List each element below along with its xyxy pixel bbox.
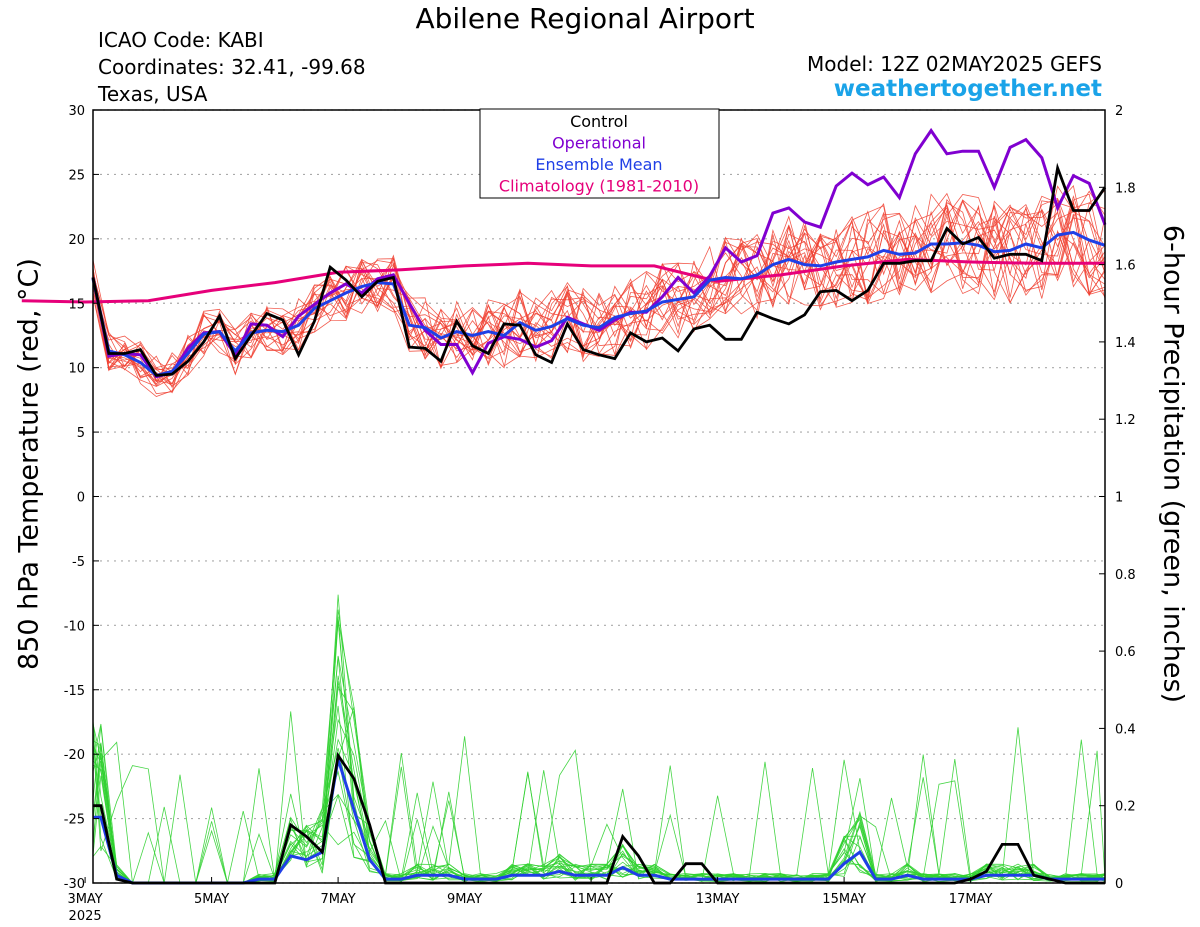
ensemble-member-precip-line	[92, 656, 1106, 884]
right-tick-label: 0.2	[1115, 800, 1136, 815]
left-tick-label: 10	[68, 362, 85, 377]
x-tick-label: 17MAY	[949, 892, 993, 907]
legend-item: Ensemble Mean	[535, 155, 662, 174]
right-tick-label: 0	[1115, 877, 1123, 892]
ensemble-member-precip-line	[92, 705, 1106, 884]
right-tick-label: 1.4	[1115, 336, 1136, 351]
x-tick-label: 15MAY	[822, 892, 866, 907]
right-tick-label: 2	[1115, 104, 1123, 119]
left-tick-label: 0	[77, 491, 85, 506]
legend: Control Operational Ensemble Mean Climatolo…	[479, 108, 720, 199]
right-tick-label: 0.6	[1115, 645, 1136, 660]
ensemble-member-precip-line	[92, 655, 1106, 884]
ensemble-member-precip-line	[92, 620, 1106, 884]
left-tick-label: 30	[68, 104, 85, 119]
right-tick-label: 0.4	[1115, 722, 1136, 737]
x-tick-label: 5MAY	[194, 892, 229, 907]
mean-temp-line	[91, 230, 1106, 378]
left-tick-label: 20	[68, 233, 85, 248]
left-tick-label: 15	[68, 297, 85, 312]
ensemble-member-precip-line	[92, 616, 1106, 884]
left-tick-label: 5	[77, 426, 85, 441]
x-tick-label: 9MAY	[447, 892, 482, 907]
ensemble-member-temp-line	[92, 185, 1106, 397]
icao-code: ICAO Code: KABI	[98, 28, 264, 52]
mean-precip-line	[93, 758, 1105, 885]
left-tick-label: -25	[64, 813, 85, 828]
gridlines	[93, 109, 1105, 884]
ensemble-member-precip-line	[92, 685, 1106, 884]
left-tick-label: -30	[64, 877, 85, 892]
x-tick-year-label: 2025	[69, 909, 102, 924]
left-tick-label: -15	[64, 684, 85, 699]
left-tick-label: -10	[64, 619, 85, 634]
x-tick-label: 13MAY	[696, 892, 740, 907]
main-series	[21, 127, 1107, 885]
ensemble-member-precip-line	[92, 739, 1106, 884]
axis-ticks: 302520151050-5-10-15-20-25-3021.81.61.41…	[64, 104, 1136, 924]
ensemble-member-precip-line	[92, 675, 1106, 884]
region: Texas, USA	[98, 82, 208, 106]
coordinates: Coordinates: 32.41, -99.68	[98, 55, 366, 79]
ensemble-member-precip-line	[92, 609, 1106, 884]
legend-box	[479, 108, 720, 199]
ensemble-member-precip-line	[92, 681, 1106, 884]
right-tick-label: 1.2	[1115, 413, 1136, 428]
right-tick-label: 0.8	[1115, 568, 1136, 583]
ensemble-member-temp-line	[92, 185, 1106, 385]
site-link[interactable]: weathertogether.net	[833, 76, 1102, 102]
legend-item: Climatology (1981-2010)	[499, 177, 699, 196]
chart-title: Abilene Regional Airport	[415, 2, 755, 35]
model-run: Model: 12Z 02MAY2025 GEFS	[807, 52, 1102, 76]
left-tick-label: -20	[64, 748, 85, 763]
operational-temp-line	[91, 127, 1107, 379]
ensemble-member-precip-line	[92, 594, 1106, 884]
ensemble-members	[92, 185, 1106, 884]
right-tick-label: 1.6	[1115, 259, 1136, 274]
climatology-line	[21, 257, 1105, 304]
x-tick-label: 7MAY	[320, 892, 355, 907]
x-tick-label: 3MAY	[67, 892, 102, 907]
ensemble-member-precip-line	[92, 620, 1106, 884]
right-tick-label: 1	[1115, 491, 1123, 506]
ensemble-member-precip-line	[92, 720, 1106, 884]
right-tick-label: 1.8	[1115, 181, 1136, 196]
left-tick-label: 25	[68, 168, 85, 183]
ensemble-member-temp-line	[92, 197, 1106, 387]
left-tick-label: -5	[72, 555, 85, 570]
control-temp-line	[91, 162, 1107, 377]
ensemble-member-precip-line	[92, 706, 1106, 884]
legend-item: Control	[570, 112, 628, 131]
ensemble-member-temp-line	[92, 203, 1106, 382]
x-tick-label: 11MAY	[569, 892, 613, 907]
ensemble-member-precip-line	[92, 745, 1106, 884]
legend-item: Operational	[552, 134, 646, 153]
ensemble-member-precip-line	[92, 718, 1106, 884]
ensemble-member-temp-line	[92, 202, 1106, 385]
ensemble-member-precip-line	[92, 711, 1106, 884]
